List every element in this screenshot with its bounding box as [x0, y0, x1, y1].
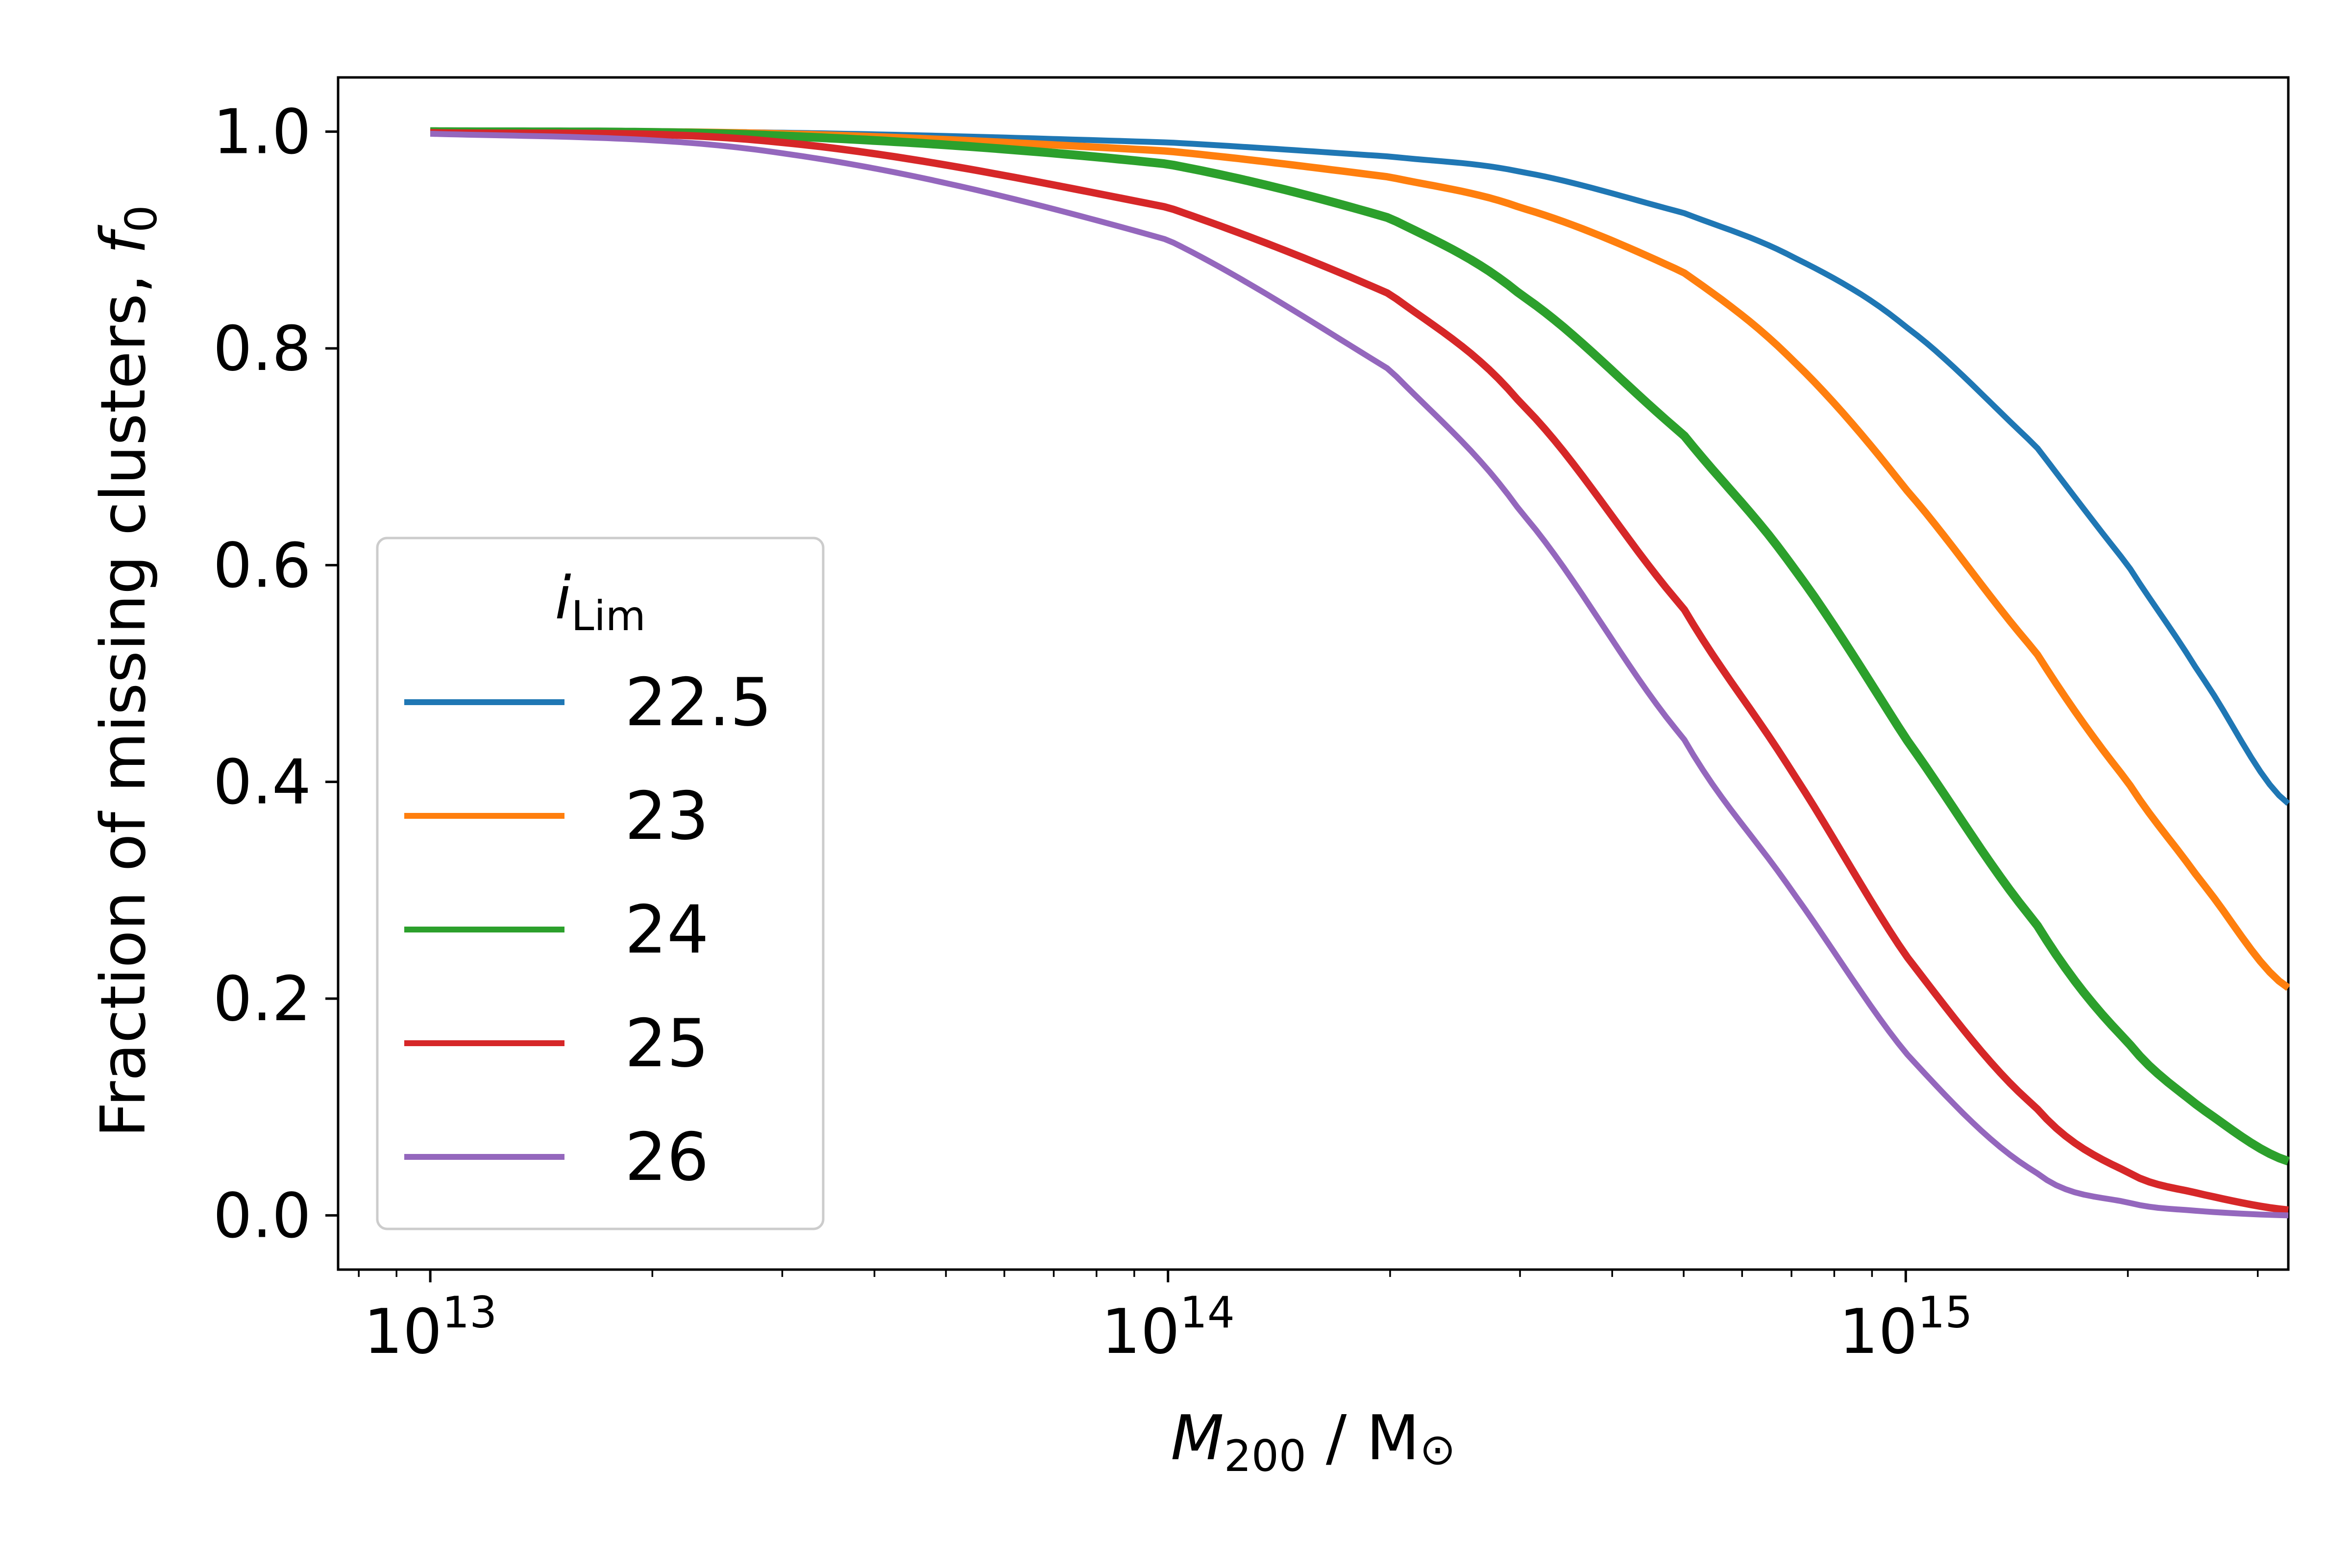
- x-axis-ticks: 1013 1014 1015: [358, 1270, 2259, 1368]
- legend-item: 22.5: [404, 664, 772, 741]
- y-tick-label: 0.4: [213, 746, 311, 818]
- y-tick-label: 0.8: [213, 313, 311, 385]
- x-tick-label: 1014: [1102, 1287, 1235, 1368]
- y-tick-label: 0.0: [213, 1179, 311, 1251]
- y-tick-label: 0.6: [213, 529, 311, 601]
- x-tick-label: 1013: [364, 1287, 497, 1368]
- legend-label: 24: [625, 891, 709, 968]
- legend-item: 23: [404, 778, 709, 855]
- legend-title: iLim: [555, 564, 645, 640]
- plot-frame: [337, 76, 2290, 1271]
- legend-item: 26: [404, 1119, 709, 1196]
- legend: iLim 22.5 23 24 25 26: [376, 537, 825, 1230]
- y-axis-label: Fraction of missing clusters, f0: [87, 205, 167, 1137]
- series-line-26: [430, 131, 2289, 1219]
- legend-box: [376, 537, 825, 1230]
- y-tick-label: 0.2: [213, 963, 311, 1035]
- series-line-24: [430, 127, 2290, 1166]
- series-line-25: [430, 129, 2289, 1214]
- series-layer: [430, 0, 2352, 1568]
- legend-label: 25: [625, 1005, 709, 1082]
- y-tick-label: 1.0: [213, 96, 311, 168]
- legend-label: 23: [625, 778, 709, 855]
- legend-label: 26: [625, 1119, 709, 1196]
- legend-item: 25: [404, 1005, 709, 1082]
- y-axis-ticks: 0.0 0.2 0.4 0.6 0.8 1.0: [213, 96, 338, 1251]
- right-margin: [2290, 0, 2352, 1568]
- legend-item: 24: [404, 891, 709, 968]
- legend-items: 22.5 23 24 25 26: [404, 664, 772, 1196]
- legend-label: 22.5: [625, 664, 772, 741]
- x-axis-label: M200 / M⊙: [1171, 1402, 1456, 1481]
- x-tick-label: 1015: [1839, 1287, 1972, 1368]
